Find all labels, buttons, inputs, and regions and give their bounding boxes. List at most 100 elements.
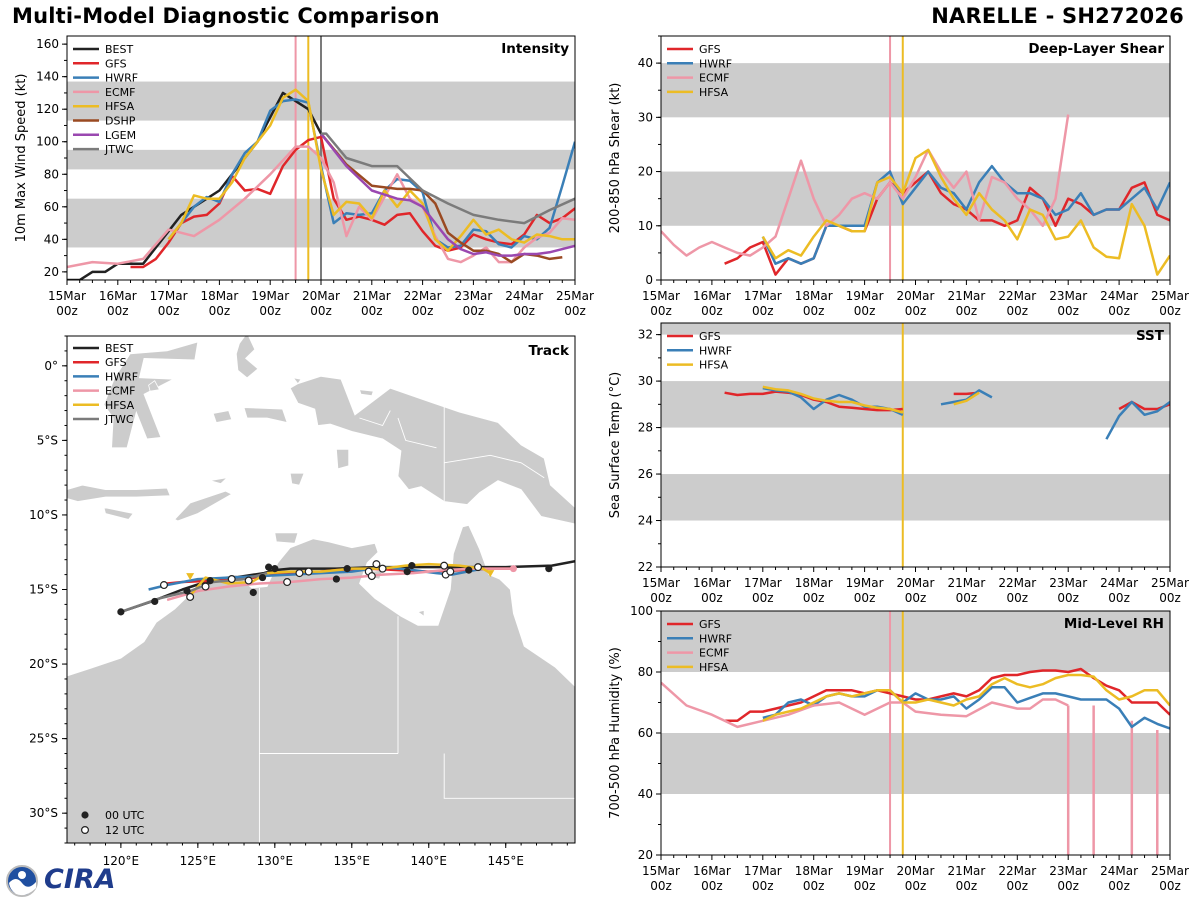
x-tick-label: 25Mar: [1151, 289, 1189, 303]
x-tick-label: 21Mar: [947, 289, 985, 303]
y-tick-label: 5°S: [37, 433, 58, 447]
x-tick-label: 15Mar: [642, 576, 680, 590]
x-tick-sublabel: 00z: [956, 304, 978, 318]
logo-text: CIRA: [44, 864, 116, 895]
x-tick-label: 24Mar: [1100, 289, 1138, 303]
x-tick-label: 18Mar: [795, 864, 833, 878]
y-tick-label: 20°S: [29, 657, 58, 671]
land-misool: [292, 377, 302, 385]
x-tick-sublabel: 00z: [1057, 879, 1079, 893]
marker-hfsa-end: [486, 570, 495, 578]
x-tick-label: 17Mar: [744, 289, 782, 303]
x-tick-label: 16Mar: [693, 864, 731, 878]
x-tick-label: 19Mar: [846, 289, 884, 303]
plot-area: [661, 36, 1170, 280]
panel-title: Intensity: [501, 41, 569, 57]
x-tick-label: 21Mar: [353, 289, 391, 303]
y-tick-label: 0: [645, 273, 653, 287]
y-tick-label: 25°S: [29, 732, 58, 746]
x-tick-label: 23Mar: [1049, 864, 1087, 878]
land-sumba: [103, 506, 134, 520]
series-line-hfsa: [762, 673, 1170, 722]
x-tick-sublabel: 00z: [701, 591, 723, 605]
cira-logo: CIRA: [6, 864, 116, 898]
land-aru: [335, 448, 350, 470]
legend-label-ecmf: ECMF: [699, 647, 729, 660]
shear-panel: 15Mar00z16Mar00z17Mar00z18Mar00z19Mar00z…: [608, 35, 1189, 318]
shaded-band: [661, 611, 1170, 672]
marker-00utc: [408, 562, 416, 570]
y-tick-label: 20: [44, 265, 59, 279]
x-tick-sublabel: 00z: [412, 304, 434, 318]
x-tick-label: 125°E: [180, 854, 217, 868]
y-tick-label: 10: [638, 219, 653, 233]
marker-00utc: [545, 565, 553, 573]
shaded-band: [661, 474, 1170, 521]
series-line-hfsa: [167, 88, 575, 252]
x-tick-label: 25Mar: [1151, 576, 1189, 590]
x-tick-sublabel: 00z: [650, 591, 672, 605]
land-biak: [358, 389, 374, 397]
legend-label-ecmf: ECMF: [105, 385, 135, 398]
land-sunda-islands: [67, 484, 171, 502]
legend-label-ecmf: ECMF: [699, 72, 729, 85]
y-tick-label: 60: [44, 200, 59, 214]
x-tick-label: 130°E: [257, 854, 294, 868]
series-line-hfsa: [761, 148, 1170, 276]
x-tick-sublabel: 00z: [803, 879, 825, 893]
rh-panel: 15Mar00z16Mar00z17Mar00z18Mar00z19Mar00z…: [608, 604, 1189, 893]
marker-12utc: [304, 567, 313, 576]
x-tick-sublabel: 00z: [310, 304, 332, 318]
y-tick-label: 100: [630, 604, 653, 618]
panel-title: Mid-Level RH: [1064, 616, 1164, 632]
legend-label-hfsa: HFSA: [699, 661, 729, 674]
y-axis-label: 10m Max Wind Speed (kt): [14, 74, 29, 243]
marker-00utc: [332, 575, 340, 583]
y-tick-label: 40: [638, 787, 653, 801]
marker-12utc: [227, 575, 236, 584]
x-tick-label: 17Mar: [150, 289, 188, 303]
marker-00utc: [206, 576, 214, 585]
legend-label-best: BEST: [105, 342, 133, 355]
legend-label-gfs: GFS: [105, 57, 127, 70]
x-tick-label: 16Mar: [693, 576, 731, 590]
storm-id-title: NARELLE - SH272026: [931, 4, 1184, 28]
y-tick-label: 20: [638, 848, 653, 862]
legend-label-hwrf: HWRF: [699, 57, 732, 70]
x-tick-label: 25Mar: [1151, 864, 1189, 878]
x-tick-label: 20Mar: [897, 289, 935, 303]
x-tick-label: 21Mar: [947, 576, 985, 590]
marker-00utc: [265, 563, 273, 571]
land-timor: [174, 490, 233, 522]
y-tick-label: 80: [638, 665, 653, 679]
x-tick-sublabel: 00z: [803, 591, 825, 605]
x-tick-sublabel: 00z: [158, 304, 180, 318]
x-tick-label: 23Mar: [454, 289, 492, 303]
x-tick-sublabel: 00z: [905, 879, 927, 893]
legend-label-00utc: 00 UTC: [105, 809, 145, 822]
land-sulawesi: [103, 341, 199, 449]
x-tick-label: 21Mar: [947, 864, 985, 878]
x-tick-label: 16Mar: [693, 289, 731, 303]
legend-marker-00utc: [81, 811, 89, 819]
x-tick-sublabel: 00z: [209, 304, 231, 318]
map-area: [67, 336, 575, 843]
y-axis-label: 200-850 hPa Shear (kt): [608, 83, 623, 234]
shaded-band: [661, 171, 1170, 226]
legend-label-ecmf: ECMF: [105, 86, 135, 99]
x-tick-sublabel: 00z: [564, 304, 586, 318]
x-tick-sublabel: 00z: [1007, 304, 1029, 318]
series-line-hwrf: [167, 98, 575, 249]
figure-title: Multi-Model Diagnostic Comparison: [12, 4, 440, 28]
legend-label-gfs: GFS: [699, 43, 721, 56]
x-tick-sublabel: 00z: [1159, 879, 1181, 893]
x-tick-sublabel: 00z: [1159, 591, 1181, 605]
border-qld-nsw: [443, 753, 575, 799]
y-axis-label: 700-500 hPa Humidity (%): [608, 647, 623, 819]
x-tick-sublabel: 00z: [1007, 879, 1029, 893]
y-tick-label: 20: [638, 165, 653, 179]
y-tick-label: 24: [638, 514, 653, 528]
